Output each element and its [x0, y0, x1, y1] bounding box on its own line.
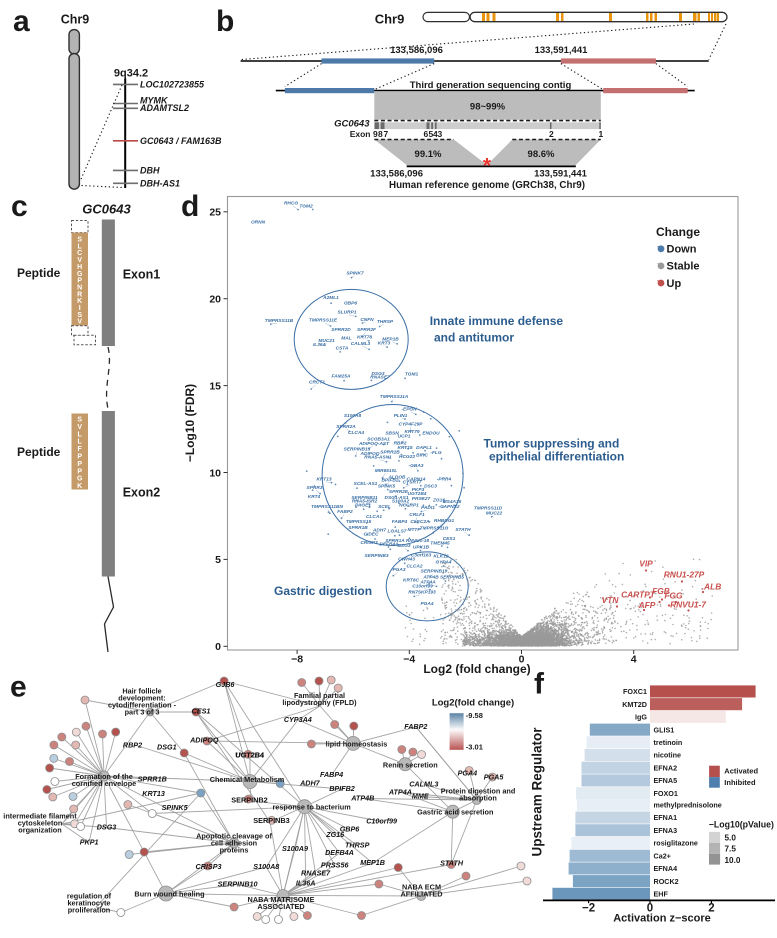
svg-text:L: L — [78, 439, 83, 446]
svg-text:GC0643: GC0643 — [82, 202, 131, 217]
svg-text:Third generation sequencing co: Third generation sequencing contig — [410, 80, 572, 91]
svg-text:Stable: Stable — [667, 261, 700, 273]
svg-text:98.6%: 98.6% — [528, 149, 555, 160]
svg-text:V: V — [77, 424, 82, 431]
svg-text:133,591,441: 133,591,441 — [534, 169, 588, 180]
svg-text:*: * — [483, 155, 492, 178]
svg-text:epithelial differentiation: epithelial differentiation — [489, 449, 624, 463]
svg-text:−8: −8 — [291, 654, 303, 666]
svg-text:0: 0 — [215, 641, 221, 653]
svg-text:L: L — [78, 431, 83, 438]
svg-text:20: 20 — [209, 294, 221, 306]
svg-text:d: d — [181, 190, 199, 223]
svg-text:and antitumor: and antitumor — [434, 330, 514, 344]
svg-text:2: 2 — [549, 129, 554, 139]
svg-text:S: S — [77, 417, 82, 424]
svg-text:P: P — [77, 468, 82, 475]
svg-text:4: 4 — [631, 654, 637, 666]
svg-text:Gastric digestion: Gastric digestion — [274, 584, 372, 598]
svg-text:DBH: DBH — [140, 166, 160, 176]
svg-text:Down: Down — [667, 244, 697, 256]
svg-text:−Log10 (FDR): −Log10 (FDR) — [183, 384, 197, 462]
svg-text:P: P — [77, 461, 82, 468]
svg-text:3: 3 — [438, 129, 443, 139]
svg-text:LOC102723855: LOC102723855 — [140, 80, 205, 90]
svg-text:133,591,441: 133,591,441 — [535, 45, 589, 56]
svg-text:Chr9: Chr9 — [61, 13, 90, 27]
svg-text:5: 5 — [215, 554, 221, 566]
svg-text:K: K — [77, 483, 82, 490]
svg-text:Log2 (fold change): Log2 (fold change) — [423, 662, 530, 676]
svg-text:Change: Change — [656, 225, 700, 239]
svg-text:GC0643 / FAM163B: GC0643 / FAM163B — [140, 136, 222, 146]
svg-text:Innate immune defense: Innate immune defense — [430, 314, 564, 328]
svg-text:25: 25 — [209, 207, 221, 219]
svg-text:Chr9: Chr9 — [375, 12, 405, 27]
svg-text:P: P — [77, 454, 82, 461]
svg-text:Exon1: Exon1 — [123, 268, 161, 282]
svg-text:133,586,096: 133,586,096 — [370, 169, 423, 180]
svg-text:V: V — [77, 319, 82, 326]
svg-text:c: c — [11, 190, 28, 223]
svg-text:98~99%: 98~99% — [470, 102, 506, 113]
svg-text:F: F — [78, 446, 83, 453]
svg-text:DBH-AS1: DBH-AS1 — [140, 179, 180, 189]
svg-text:Exon2: Exon2 — [123, 486, 161, 500]
svg-text:a: a — [13, 5, 30, 38]
svg-text:ADAMTSL2: ADAMTSL2 — [139, 103, 189, 113]
svg-text:9q34.2: 9q34.2 — [114, 68, 148, 80]
svg-text:7: 7 — [384, 129, 389, 139]
svg-text:99.1%: 99.1% — [415, 149, 442, 160]
svg-text:Peptide: Peptide — [17, 445, 61, 459]
svg-text:133,586,096: 133,586,096 — [390, 45, 443, 56]
svg-text:Up: Up — [667, 278, 682, 290]
svg-text:8: 8 — [378, 129, 383, 139]
svg-text:Human reference genome (GRCh38: Human reference genome (GRCh38, Chr9) — [389, 180, 585, 191]
svg-text:15: 15 — [209, 380, 221, 392]
svg-text:10: 10 — [209, 467, 221, 479]
svg-text:Peptide: Peptide — [17, 266, 61, 280]
svg-text:1: 1 — [599, 129, 604, 139]
svg-text:G: G — [77, 476, 83, 483]
svg-text:b: b — [216, 5, 234, 38]
svg-text:−4: −4 — [403, 654, 415, 666]
svg-text:Exon: Exon — [350, 129, 371, 139]
